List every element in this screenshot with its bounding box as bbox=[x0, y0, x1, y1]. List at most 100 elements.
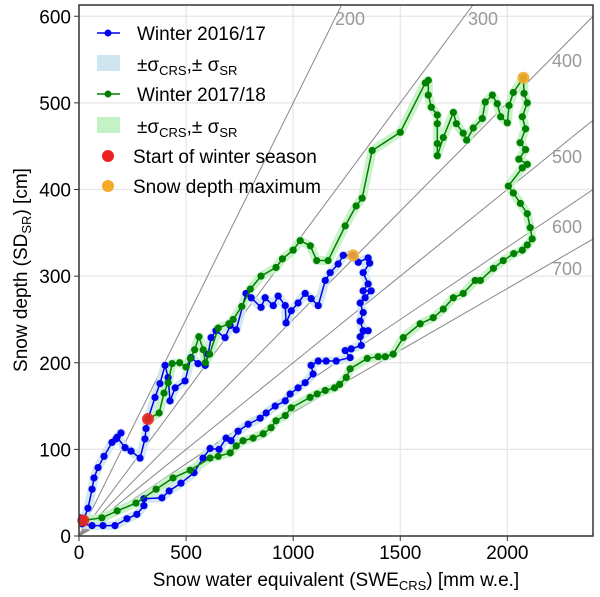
data-point bbox=[113, 433, 121, 441]
data-point bbox=[226, 449, 234, 457]
data-point bbox=[186, 466, 194, 474]
data-point bbox=[516, 139, 524, 147]
data-point bbox=[429, 314, 437, 322]
data-point bbox=[359, 287, 367, 295]
data-point bbox=[195, 333, 203, 341]
data-point bbox=[244, 420, 252, 428]
data-point bbox=[509, 88, 517, 97]
data-point bbox=[286, 390, 294, 398]
data-point bbox=[433, 139, 441, 148]
data-point bbox=[168, 360, 176, 368]
data-point bbox=[177, 479, 185, 487]
data-point bbox=[374, 353, 382, 361]
data-point bbox=[301, 379, 309, 387]
data-point bbox=[207, 334, 215, 342]
data-point bbox=[100, 452, 108, 460]
data-point bbox=[314, 301, 322, 310]
data-point bbox=[359, 327, 367, 335]
data-point bbox=[324, 256, 332, 265]
data-point bbox=[262, 409, 270, 417]
data-point bbox=[191, 346, 199, 354]
data-point bbox=[416, 320, 424, 328]
data-point bbox=[287, 307, 295, 315]
data-point bbox=[306, 393, 314, 402]
data-point bbox=[88, 522, 96, 530]
data-point bbox=[523, 210, 531, 218]
data-point bbox=[346, 353, 354, 362]
data-point bbox=[518, 113, 526, 121]
legend-label: Snow depth maximum bbox=[133, 177, 321, 198]
data-point bbox=[528, 235, 536, 243]
data-point bbox=[342, 373, 350, 382]
data-point bbox=[215, 445, 223, 453]
data-point bbox=[234, 427, 242, 435]
data-point bbox=[346, 365, 354, 373]
data-point bbox=[272, 263, 280, 272]
data-point bbox=[306, 242, 314, 250]
legend: Winter 2016/17 ±σCRS,± σSR Winter 2017/1… bbox=[97, 24, 321, 198]
data-point bbox=[341, 222, 349, 230]
data-point bbox=[367, 287, 375, 295]
data-point bbox=[449, 294, 457, 302]
data-point bbox=[99, 522, 107, 530]
data-point bbox=[505, 101, 513, 110]
data-point bbox=[489, 264, 498, 272]
data-point bbox=[356, 333, 364, 341]
y-tick-label: 400 bbox=[39, 181, 71, 202]
legend-item-start: Start of winter season bbox=[102, 147, 317, 168]
y-tick-label: 200 bbox=[39, 354, 71, 375]
data-point bbox=[274, 292, 282, 300]
data-point bbox=[247, 294, 255, 302]
data-point bbox=[459, 289, 467, 298]
data-point bbox=[194, 360, 202, 368]
data-point bbox=[206, 454, 214, 462]
data-point bbox=[155, 409, 163, 417]
data-point bbox=[452, 120, 460, 128]
density-label-500: 500 bbox=[552, 147, 582, 167]
data-point bbox=[518, 164, 526, 172]
data-point bbox=[88, 485, 96, 493]
data-point bbox=[199, 346, 207, 354]
start-of-season-marker bbox=[77, 514, 90, 527]
data-point bbox=[176, 359, 184, 367]
legend-item-band-2016-17: ±σCRS,± σSR bbox=[97, 55, 237, 78]
data-point bbox=[493, 100, 501, 108]
data-point bbox=[332, 357, 340, 365]
snow-depth-max-marker bbox=[517, 71, 530, 84]
density-line-300 bbox=[79, 5, 474, 536]
density-label-300: 300 bbox=[468, 9, 498, 29]
data-point bbox=[499, 256, 507, 265]
data-point bbox=[182, 363, 190, 371]
data-point bbox=[424, 91, 432, 99]
data-point bbox=[229, 315, 237, 324]
data-point bbox=[361, 294, 369, 302]
data-point bbox=[359, 269, 367, 277]
data-point bbox=[186, 354, 194, 363]
data-point bbox=[363, 354, 371, 363]
x-axis-label: Snow water equivalent (SWECRS) [mm w.e.] bbox=[153, 570, 519, 593]
density-label-200: 200 bbox=[335, 9, 365, 29]
data-point bbox=[481, 98, 489, 106]
data-point bbox=[261, 294, 269, 302]
data-point bbox=[232, 326, 240, 334]
data-point bbox=[364, 327, 372, 335]
data-point bbox=[336, 380, 344, 389]
data-point bbox=[152, 485, 160, 493]
data-point bbox=[278, 255, 287, 263]
data-point bbox=[433, 111, 441, 119]
data-point bbox=[287, 404, 295, 412]
data-point bbox=[307, 295, 315, 303]
x-tick-label: 2000 bbox=[486, 543, 528, 564]
data-point bbox=[471, 276, 479, 285]
data-point bbox=[201, 359, 209, 367]
legend-label: ±σCRS,± σSR bbox=[137, 55, 237, 78]
data-point bbox=[169, 474, 177, 482]
data-point bbox=[322, 357, 330, 365]
x-tick-label: 1000 bbox=[272, 543, 314, 564]
data-point bbox=[84, 504, 92, 512]
data-point bbox=[439, 133, 447, 142]
data-point bbox=[98, 514, 106, 522]
uncertainty-bands bbox=[79, 73, 537, 531]
data-point bbox=[301, 289, 309, 298]
